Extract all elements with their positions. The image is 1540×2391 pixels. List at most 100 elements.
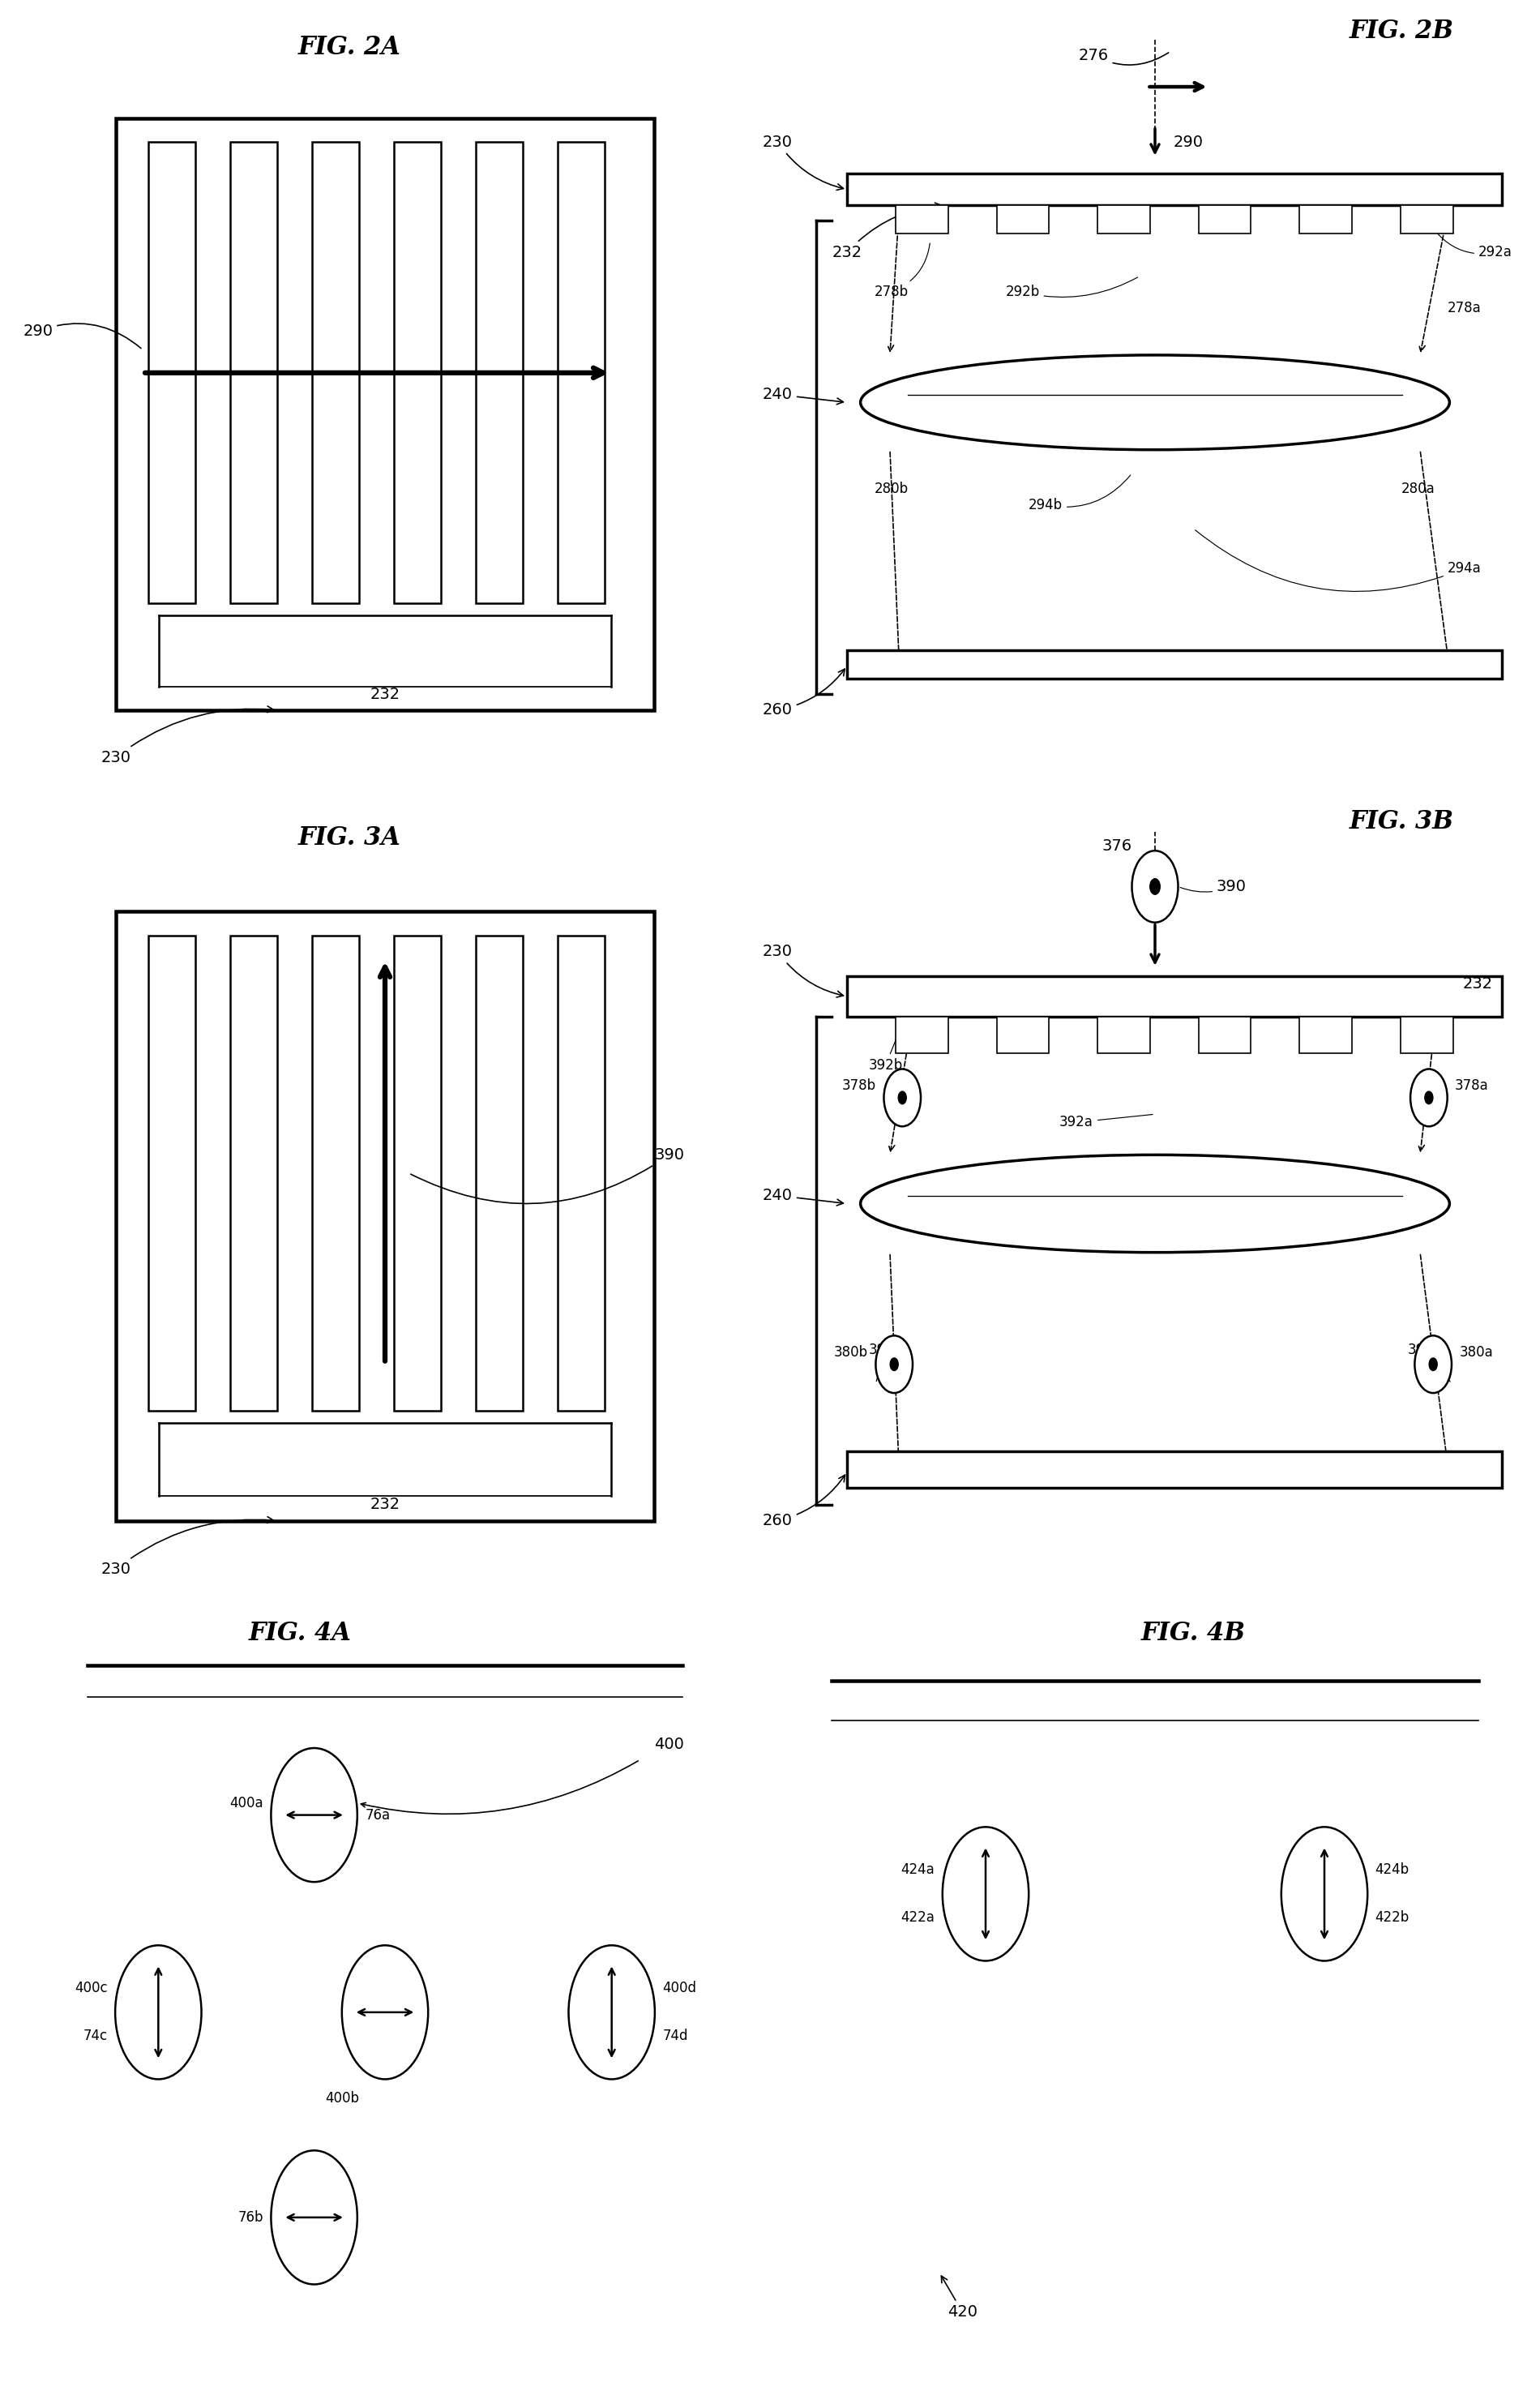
Circle shape <box>1150 877 1160 894</box>
Text: 230: 230 <box>100 705 274 765</box>
Text: 290: 290 <box>1173 134 1203 151</box>
Circle shape <box>890 1358 898 1370</box>
Circle shape <box>1429 1358 1437 1370</box>
Text: 378a: 378a <box>1455 1078 1489 1093</box>
Text: 292b: 292b <box>1006 277 1138 299</box>
Text: 232: 232 <box>370 686 400 703</box>
Text: FIG. 2B: FIG. 2B <box>1349 19 1454 43</box>
Circle shape <box>1415 1337 1452 1394</box>
Text: 424b: 424b <box>1375 1863 1409 1877</box>
Bar <box>148 141 196 603</box>
Text: 380b: 380b <box>833 1346 869 1360</box>
Bar <box>311 935 359 1411</box>
Bar <box>996 1016 1049 1052</box>
Text: 390: 390 <box>411 1148 684 1203</box>
Circle shape <box>568 1946 654 2080</box>
Bar <box>896 1016 949 1052</box>
Text: 420: 420 <box>941 2276 978 2319</box>
Text: 232: 232 <box>1463 976 1494 992</box>
Text: FIG. 2A: FIG. 2A <box>299 36 400 60</box>
Circle shape <box>1132 851 1178 923</box>
Text: 378b: 378b <box>842 1078 876 1093</box>
Text: 394a: 394a <box>1408 1344 1451 1382</box>
Text: 76b: 76b <box>237 2209 263 2224</box>
Text: 74d: 74d <box>662 2030 688 2044</box>
Circle shape <box>884 1069 921 1126</box>
Bar <box>1400 1016 1452 1052</box>
Bar <box>1198 206 1250 234</box>
Bar <box>394 141 440 603</box>
Text: 424a: 424a <box>901 1863 935 1877</box>
Bar <box>996 206 1049 234</box>
Text: 392b: 392b <box>869 1026 902 1074</box>
Text: 280a: 280a <box>1401 483 1435 497</box>
Ellipse shape <box>861 354 1449 450</box>
Bar <box>116 911 654 1521</box>
Bar <box>1098 206 1150 234</box>
Text: 294a: 294a <box>1195 531 1481 591</box>
Text: 232: 232 <box>370 1497 400 1511</box>
Text: 278b: 278b <box>875 244 930 299</box>
Text: 400b: 400b <box>325 2092 359 2106</box>
Circle shape <box>942 1827 1029 1961</box>
Circle shape <box>271 2150 357 2283</box>
Text: 280b: 280b <box>875 483 909 497</box>
Bar <box>148 935 196 1411</box>
Text: FIG. 3A: FIG. 3A <box>299 825 400 851</box>
Circle shape <box>271 1748 357 1882</box>
Bar <box>1400 206 1452 234</box>
Bar <box>896 206 949 234</box>
Text: 74c: 74c <box>83 2030 108 2044</box>
Text: 260: 260 <box>762 1475 845 1528</box>
Bar <box>1300 206 1352 234</box>
Text: 380a: 380a <box>1460 1346 1494 1360</box>
Text: 400d: 400d <box>662 1982 696 1996</box>
Bar <box>847 976 1502 1016</box>
Circle shape <box>898 1090 907 1105</box>
Ellipse shape <box>861 1155 1449 1253</box>
Bar <box>1098 1016 1150 1052</box>
Bar <box>476 935 522 1411</box>
Text: FIG. 4A: FIG. 4A <box>248 1621 351 1645</box>
Text: 240: 240 <box>762 1188 844 1205</box>
Text: 400c: 400c <box>74 1982 108 1996</box>
Bar <box>557 935 605 1411</box>
Bar <box>476 141 522 603</box>
Bar <box>847 1451 1502 1487</box>
Text: 230: 230 <box>100 1516 274 1578</box>
Text: 278a: 278a <box>1448 301 1481 316</box>
Text: 390: 390 <box>1180 880 1246 894</box>
Text: FIG. 4B: FIG. 4B <box>1141 1621 1246 1645</box>
Text: 232: 232 <box>832 203 941 261</box>
Text: 294b: 294b <box>1029 476 1130 512</box>
Text: 392a: 392a <box>1060 1114 1153 1129</box>
Text: 376: 376 <box>1101 839 1132 854</box>
Circle shape <box>1411 1069 1448 1126</box>
Text: 400a: 400a <box>229 1796 263 1810</box>
Circle shape <box>342 1946 428 2080</box>
Text: 290: 290 <box>23 323 142 349</box>
Text: 230: 230 <box>762 134 844 191</box>
Bar <box>1300 1016 1352 1052</box>
Bar <box>311 141 359 603</box>
Bar <box>394 935 440 1411</box>
Circle shape <box>116 1946 202 2080</box>
Bar <box>116 117 654 710</box>
Bar <box>1198 1016 1250 1052</box>
Text: 400: 400 <box>654 1736 684 1753</box>
Bar <box>847 650 1502 679</box>
Text: 260: 260 <box>762 669 845 717</box>
Text: 422a: 422a <box>901 1910 935 1925</box>
Circle shape <box>1281 1827 1368 1961</box>
Circle shape <box>876 1337 913 1394</box>
Bar <box>229 935 277 1411</box>
Text: 394b: 394b <box>869 1344 902 1382</box>
Text: FIG. 3B: FIG. 3B <box>1349 808 1454 834</box>
Bar <box>229 141 277 603</box>
Bar <box>847 175 1502 206</box>
Text: 76a: 76a <box>365 1808 390 1822</box>
Text: 230: 230 <box>762 944 844 997</box>
Text: 276: 276 <box>1078 48 1169 65</box>
Circle shape <box>1424 1090 1432 1105</box>
Bar <box>557 141 605 603</box>
